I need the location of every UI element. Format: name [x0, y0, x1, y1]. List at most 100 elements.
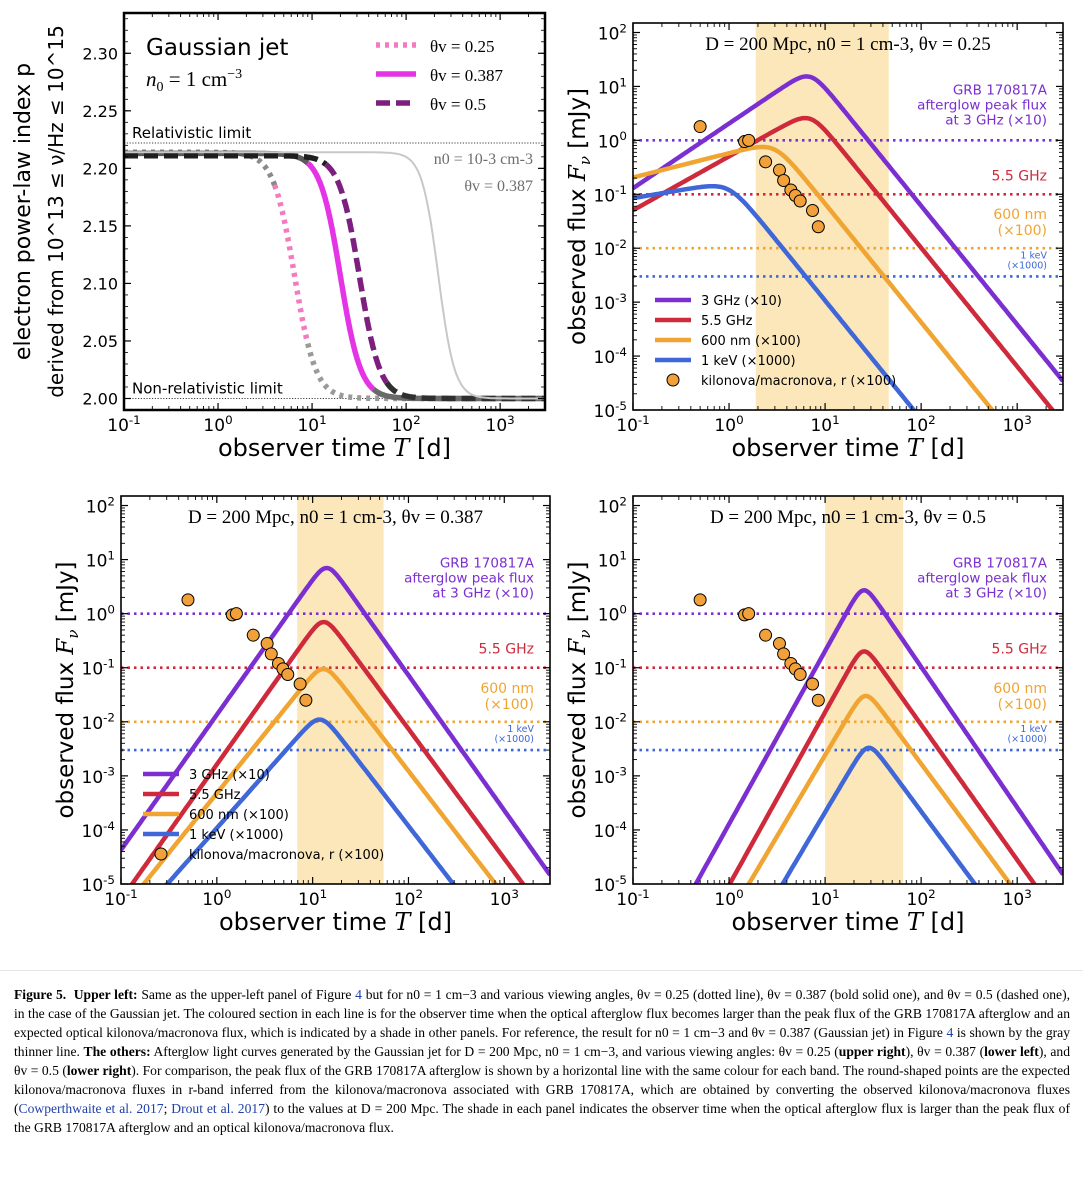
axes-frame: [120, 495, 551, 885]
kilonova-point: [811, 220, 825, 234]
band-label: 5.5 GHz: [479, 642, 534, 658]
y-axis-label: observed flux Fν [mJy]: [565, 561, 594, 818]
plot-area: [121, 496, 550, 884]
grb-peak-label: GRB 170817A: [440, 556, 535, 572]
tick-exponent: -1: [638, 887, 650, 901]
tick-base: 10: [594, 876, 616, 896]
grb-peak-label: afterglow peak flux: [917, 97, 1047, 113]
index-curve-highlight: [323, 161, 389, 385]
y-label-part: observed flux: [565, 655, 591, 819]
x-tick-label: 10-1: [616, 887, 650, 910]
tick-exponent: 1: [832, 887, 840, 901]
y-tick-label: 100: [598, 603, 627, 626]
x-label-part: T: [907, 908, 925, 936]
caption-text: ), θv = 0.387 (: [905, 1044, 985, 1059]
tick-base: 10: [394, 890, 416, 910]
axes-frame: [632, 22, 1064, 411]
tick-exponent: -3: [103, 765, 115, 779]
tick-exponent: 1: [320, 887, 328, 901]
grb-peak-label: at 3 GHz (×10): [432, 586, 534, 602]
x-tick-label: 103: [490, 887, 519, 910]
tick-exponent: 1: [107, 548, 115, 562]
x-label-part: [d]: [923, 434, 965, 462]
grb-peak-label: at 3 GHz (×10): [945, 112, 1047, 128]
x-tick-label: 101: [298, 887, 327, 910]
index-curve-late: [305, 343, 545, 402]
tick-exponent: -1: [103, 657, 115, 671]
tick-base: 10: [82, 714, 104, 734]
tick-exponent: -4: [103, 819, 115, 833]
kilonova-point: [293, 677, 307, 691]
caption-others-label: The others:: [83, 1044, 151, 1059]
x-tick-label: 101: [297, 413, 326, 436]
kilonova-point: [777, 174, 791, 188]
tick-exponent: 0: [736, 887, 744, 901]
caption-text: Same as the upper-left panel of Figure: [137, 987, 356, 1002]
tick-exponent: -3: [615, 291, 627, 305]
x-tick-label: 10-1: [104, 887, 138, 910]
y-tick-label: 2.20: [82, 159, 118, 178]
tick-exponent: -1: [615, 657, 627, 671]
light-curve: [633, 183, 917, 410]
reference-curve: [124, 151, 545, 400]
kilonova-point: [793, 194, 807, 208]
tick-base: 10: [391, 416, 413, 436]
kilonova-point: [742, 133, 756, 147]
caption-figure-link[interactable]: 4: [946, 1025, 954, 1040]
tick-base: 10: [598, 498, 620, 518]
y-axis-label: observed flux Fν [mJy]: [565, 88, 594, 345]
legend-marker: [666, 373, 680, 387]
tick-exponent: 1: [619, 75, 627, 89]
y-tick-label: 101: [598, 75, 627, 98]
band-label: 5.5 GHz: [992, 642, 1047, 658]
legend-label: 3 GHz (×10): [189, 768, 270, 783]
y-label-part: F: [565, 164, 591, 182]
caption-figure-link[interactable]: 4: [355, 987, 362, 1002]
tick-base: 10: [598, 606, 620, 626]
kilonova-point: [777, 647, 791, 661]
kilonova-point: [793, 667, 807, 681]
y-tick-label: 10-2: [594, 711, 628, 734]
reference-annotation: n0 = 10-3 cm-3: [434, 151, 533, 168]
caption-text: ), and θv = 0.5 (: [14, 1044, 1070, 1078]
nonrelativistic-limit-label: Non-relativistic limit: [132, 379, 283, 397]
x-tick-label: 101: [810, 887, 839, 910]
caption-divider: [0, 970, 1083, 971]
y-label-part: F: [565, 638, 591, 656]
tick-base: 10: [616, 416, 638, 436]
tick-exponent: 3: [1024, 413, 1032, 427]
tick-base: 10: [1003, 416, 1025, 436]
kilonova-point: [281, 667, 295, 681]
light-curve: [779, 745, 978, 884]
x-label-part: observer time: [732, 434, 907, 462]
y-tick-label: 10-1: [82, 657, 116, 680]
kilonova-point: [806, 204, 820, 218]
light-curve: [164, 717, 457, 884]
caption-text: ). For comparison, the peak flux of the …: [14, 1063, 1070, 1116]
band-label: (×100): [998, 697, 1047, 713]
caption-reference-link[interactable]: Drout et al. 2017: [171, 1101, 265, 1116]
x-label-part: T: [394, 908, 412, 936]
tick-base: 10: [486, 416, 508, 436]
x-axis-label: observer time T [d]: [732, 434, 965, 462]
band-label: 1 keV: [1020, 724, 1047, 735]
tick-base: 10: [82, 876, 104, 896]
tick-exponent: -1: [126, 887, 138, 901]
tick-base: 10: [907, 890, 929, 910]
tick-exponent: -5: [615, 399, 627, 413]
grb-peak-label: at 3 GHz (×10): [945, 586, 1047, 602]
y-tick-label: 102: [598, 494, 627, 517]
index-curve-highlight: [305, 160, 376, 392]
panel-title: D = 200 Mpc, n0 = 1 cm-3, θv = 0.25: [705, 34, 991, 55]
y-tick-label: 102: [86, 494, 115, 517]
y-tick-label: 101: [598, 548, 627, 571]
caption-reference-link[interactable]: Cowperthwaite et al. 2017: [18, 1101, 164, 1116]
legend-label: 5.5 GHz: [189, 788, 241, 803]
y-tick-label: 10-2: [594, 237, 628, 260]
x-axis-label: observer time T [d]: [218, 434, 451, 462]
tick-base: 10: [82, 822, 104, 842]
optical-excess-shade: [297, 496, 384, 884]
light-curve: [129, 619, 526, 884]
x-label-part: observer time: [218, 434, 393, 462]
